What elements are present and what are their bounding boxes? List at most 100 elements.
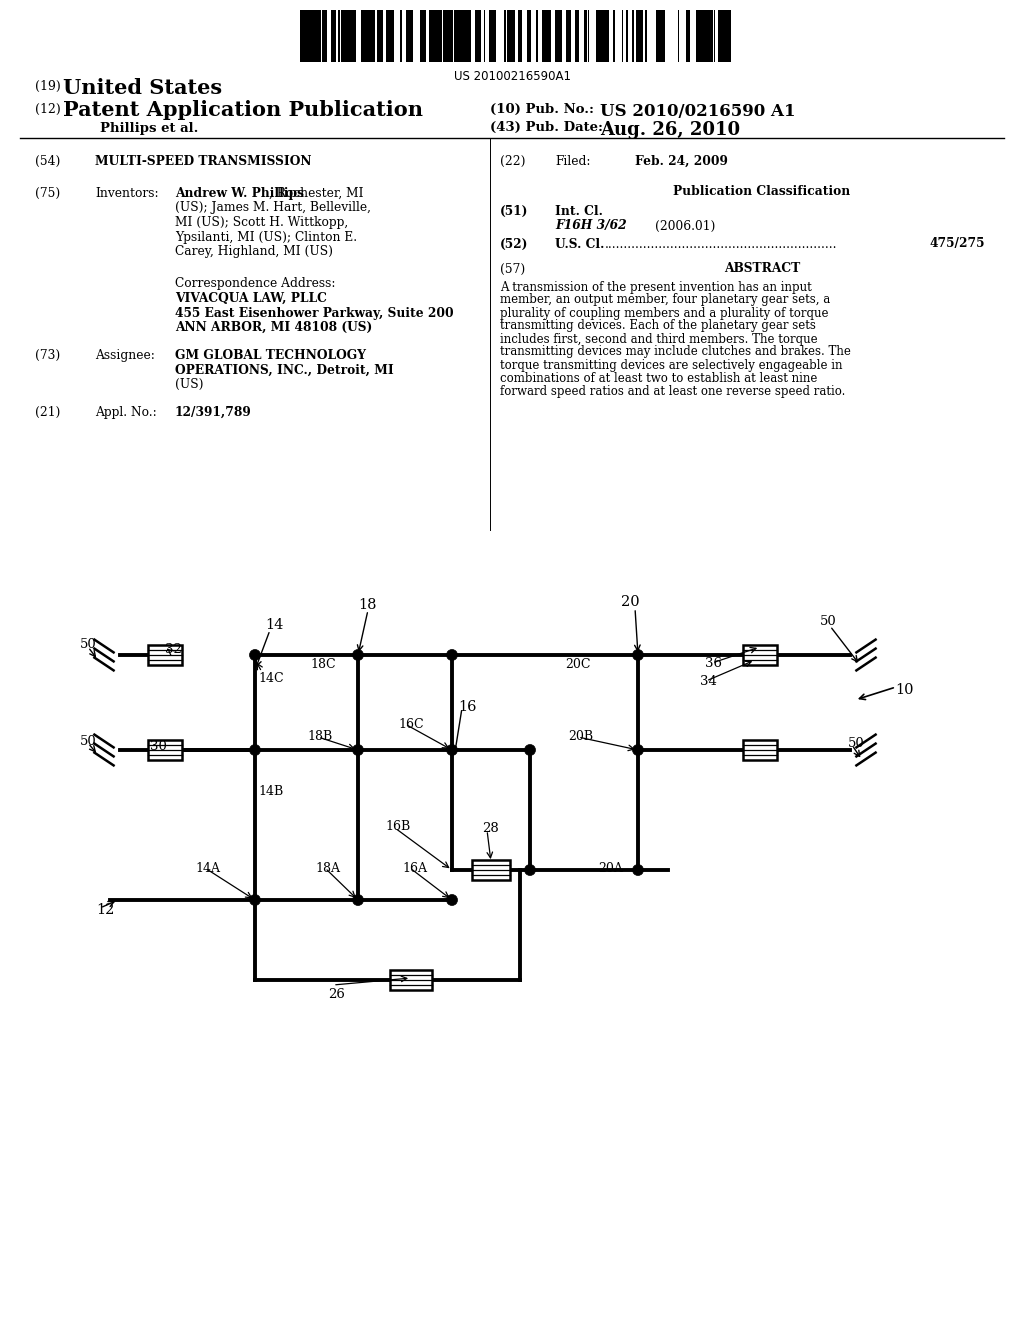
Bar <box>494 11 496 62</box>
Text: Aug. 26, 2010: Aug. 26, 2010 <box>600 121 740 139</box>
Text: (51): (51) <box>500 205 528 218</box>
Circle shape <box>524 865 536 875</box>
Circle shape <box>633 649 643 660</box>
Bar <box>557 11 561 62</box>
Bar <box>459 11 462 62</box>
Text: includes first, second and third members. The torque: includes first, second and third members… <box>500 333 817 346</box>
Text: Publication Classification: Publication Classification <box>674 185 851 198</box>
Bar <box>361 11 362 62</box>
Text: MULTI-SPEED TRANSMISSION: MULTI-SPEED TRANSMISSION <box>95 154 311 168</box>
Bar <box>527 11 531 62</box>
Bar <box>467 11 471 62</box>
Text: MI (US); Scott H. Wittkopp,: MI (US); Scott H. Wittkopp, <box>175 216 348 228</box>
Text: (54): (54) <box>35 154 60 168</box>
Text: 20A: 20A <box>598 862 623 875</box>
Bar <box>636 11 639 62</box>
Bar <box>536 11 538 62</box>
Bar <box>443 11 446 62</box>
Circle shape <box>446 895 458 906</box>
Text: ANN ARBOR, MI 48108 (US): ANN ARBOR, MI 48108 (US) <box>175 321 373 334</box>
Bar <box>390 11 393 62</box>
Text: OPERATIONS, INC., Detroit, MI: OPERATIONS, INC., Detroit, MI <box>175 363 394 376</box>
Text: 34: 34 <box>700 675 717 688</box>
Bar <box>686 11 690 62</box>
Bar <box>338 11 340 62</box>
Text: 14B: 14B <box>258 785 284 799</box>
Bar <box>331 11 335 62</box>
Bar <box>314 11 317 62</box>
Text: Filed:: Filed: <box>555 154 591 168</box>
Bar <box>379 11 383 62</box>
Bar <box>719 11 723 62</box>
Text: United States: United States <box>63 78 222 98</box>
Bar <box>708 11 711 62</box>
Text: VIVACQUA LAW, PLLC: VIVACQUA LAW, PLLC <box>175 292 327 305</box>
Text: (73): (73) <box>35 348 60 362</box>
Text: , Rochester, MI: , Rochester, MI <box>268 187 364 201</box>
Bar <box>613 11 615 62</box>
Bar <box>457 11 459 62</box>
Circle shape <box>446 649 458 660</box>
Bar <box>504 11 506 62</box>
Bar <box>662 11 664 62</box>
Bar <box>463 11 467 62</box>
Text: (22): (22) <box>500 154 525 168</box>
Circle shape <box>524 744 536 755</box>
Text: 20C: 20C <box>565 657 591 671</box>
Text: 20: 20 <box>621 595 639 609</box>
Circle shape <box>250 895 260 906</box>
Text: 50: 50 <box>820 615 837 628</box>
Circle shape <box>352 744 364 755</box>
Text: F16H 3/62: F16H 3/62 <box>555 219 627 232</box>
Bar <box>645 11 647 62</box>
Bar <box>596 11 598 62</box>
Text: 16: 16 <box>458 700 476 714</box>
Text: Andrew W. Phillips: Andrew W. Phillips <box>175 187 304 201</box>
Text: 475/275: 475/275 <box>930 238 985 251</box>
Bar <box>304 11 307 62</box>
Text: 16A: 16A <box>402 862 427 875</box>
Text: Ypsilanti, MI (US); Clinton E.: Ypsilanti, MI (US); Clinton E. <box>175 231 357 243</box>
Bar <box>512 11 515 62</box>
Bar <box>577 11 579 62</box>
Bar <box>472 861 510 880</box>
Bar <box>373 11 375 62</box>
Bar <box>352 11 356 62</box>
Bar <box>429 11 432 62</box>
Bar <box>544 11 547 62</box>
Bar <box>365 11 369 62</box>
Bar <box>632 11 634 62</box>
Circle shape <box>633 744 643 755</box>
Text: 10: 10 <box>895 682 913 697</box>
Bar <box>410 11 413 62</box>
Text: combinations of at least two to establish at least nine: combinations of at least two to establis… <box>500 371 817 384</box>
Bar <box>723 11 725 62</box>
Text: 18A: 18A <box>315 862 340 875</box>
Circle shape <box>352 649 364 660</box>
Bar <box>566 11 570 62</box>
Bar <box>600 11 604 62</box>
Bar <box>436 11 439 62</box>
Text: ABSTRACT: ABSTRACT <box>724 263 800 276</box>
Circle shape <box>352 895 364 906</box>
Text: Carey, Highland, MI (US): Carey, Highland, MI (US) <box>175 246 333 257</box>
Text: (52): (52) <box>500 238 528 251</box>
Text: Inventors:: Inventors: <box>95 187 159 201</box>
Text: 30: 30 <box>150 741 167 752</box>
Text: (10) Pub. No.:: (10) Pub. No.: <box>490 103 594 116</box>
Bar <box>490 11 494 62</box>
Text: 12/391,789: 12/391,789 <box>175 407 252 418</box>
Text: (57): (57) <box>500 263 525 276</box>
Bar <box>605 11 609 62</box>
Text: 50: 50 <box>848 737 864 750</box>
Bar <box>369 11 373 62</box>
Bar <box>698 11 702 62</box>
Text: Int. Cl.: Int. Cl. <box>555 205 603 218</box>
Text: Assignee:: Assignee: <box>95 348 155 362</box>
Bar <box>432 11 436 62</box>
Bar <box>475 11 479 62</box>
Bar <box>518 11 522 62</box>
Bar <box>148 645 182 665</box>
Text: 50: 50 <box>80 735 96 748</box>
Text: transmitting devices. Each of the planetary gear sets: transmitting devices. Each of the planet… <box>500 319 816 333</box>
